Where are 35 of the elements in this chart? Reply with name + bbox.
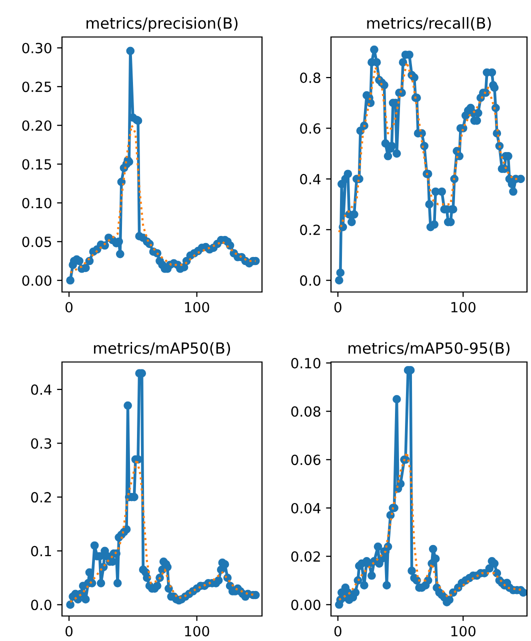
x-tick-label: 100 (451, 302, 476, 312)
y-tick-label: 0.00 (291, 600, 320, 610)
chart-title: metrics/mAP50(B) (94, 342, 230, 356)
y-tick-label: 0.02 (291, 551, 320, 562)
x-tick-label: 0 (334, 302, 342, 312)
y-tick-label: 0.0 (300, 275, 320, 286)
y-tick-label: 0.10 (291, 358, 320, 368)
x-tick-label: 0 (66, 302, 73, 312)
y-tick-label: 0.20 (22, 120, 52, 131)
y-tick-label: 0.00 (22, 275, 52, 286)
x-tick-label: 100 (185, 302, 210, 312)
y-tick-label: 0.06 (291, 454, 320, 466)
y-tick-label: 0.30 (22, 42, 52, 54)
y-tick-label: 0.25 (22, 82, 52, 92)
chart-title: metrics/recall(B) (367, 17, 491, 31)
y-tick-label: 0.3 (31, 438, 52, 449)
x-tick-label: 0 (334, 626, 342, 636)
y-tick-label: 0.15 (22, 159, 52, 170)
y-tick-label: 0.2 (31, 492, 51, 503)
y-tick-label: 0.1 (31, 546, 51, 556)
y-tick-label: 0.6 (300, 123, 320, 134)
y-tick-label: 0.05 (22, 236, 52, 248)
y-tick-label: 0.10 (22, 198, 52, 208)
x-tick-label: 100 (185, 626, 210, 636)
y-tick-label: 0.4 (300, 174, 320, 184)
y-tick-label: 0.04 (291, 502, 320, 514)
x-tick-label: 100 (451, 626, 476, 636)
chart-title: metrics/mAP50-95(B) (348, 342, 510, 356)
y-tick-label: 0.4 (31, 384, 52, 395)
chart-title: metrics/precision(B) (86, 17, 238, 32)
y-tick-label: 0.08 (291, 406, 320, 417)
y-tick-label: 0.0 (31, 600, 52, 610)
x-tick-label: 0 (66, 626, 73, 636)
y-tick-label: 0.8 (300, 72, 320, 84)
y-tick-label: 0.2 (300, 224, 320, 236)
